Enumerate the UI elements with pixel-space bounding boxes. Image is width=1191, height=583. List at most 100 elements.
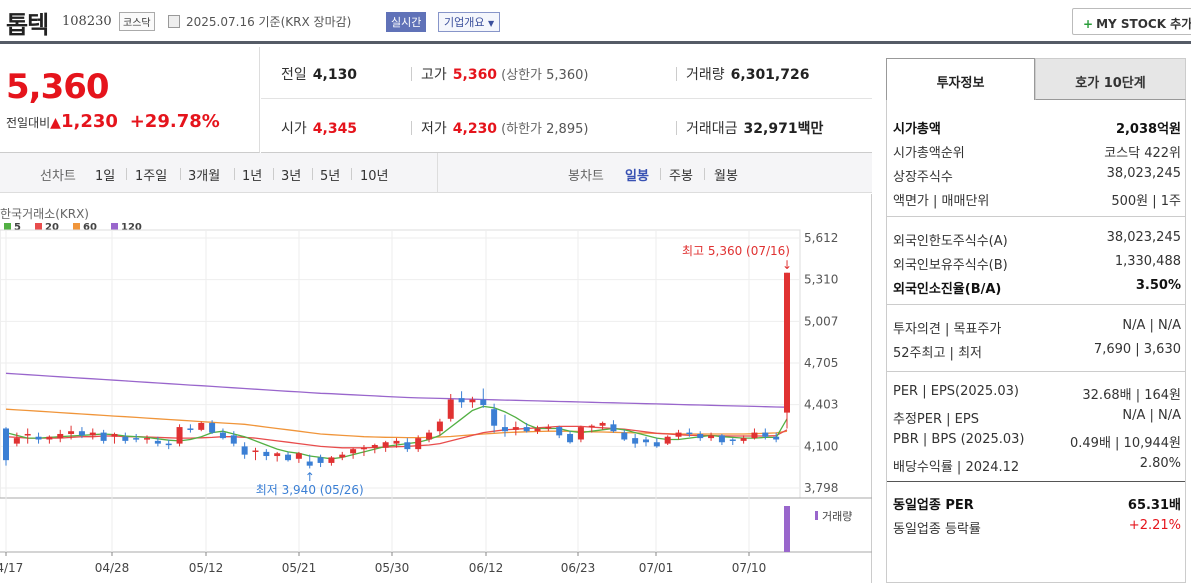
candle-body xyxy=(133,438,140,440)
stock-header: 톱텍 108230 코스닥 2025.07.16 기준(KRX 장마감) 실시간… xyxy=(0,0,1191,44)
x-tick-label: 07/10 xyxy=(732,561,767,575)
y-tick-label: 5,310 xyxy=(804,273,838,287)
info-value: 65.31배 xyxy=(1127,498,1181,513)
price-date: 2025.07.16 기준(KRX 장마감) xyxy=(186,15,352,29)
candle-body xyxy=(371,445,378,448)
x-tick-label: 04/28 xyxy=(95,561,130,575)
candle-body xyxy=(480,399,487,406)
x-tick-label: 05/21 xyxy=(282,561,317,575)
candle-body xyxy=(274,453,281,457)
high-arrow-icon: ↓ xyxy=(782,258,792,272)
info-key: 추정PER | EPS xyxy=(893,412,979,427)
company-info-label: 기업개요 xyxy=(444,16,485,29)
candle-body xyxy=(339,454,346,458)
tab-period-1d[interactable]: 1일 xyxy=(95,169,116,184)
realtime-button[interactable]: 실시간 xyxy=(386,12,427,32)
candle-body xyxy=(577,427,584,440)
info-key: 투자의견 | 목표주가 xyxy=(893,322,1002,337)
low-annotation: 최저 3,940 (05/26) xyxy=(256,483,364,497)
chart-tabs: 선차트 1일 1주일 3개월 1년 3년 5년 10년 봉차트 일봉 주봉 월봉 xyxy=(0,153,872,193)
candle-body xyxy=(567,433,574,443)
candle-body xyxy=(89,432,96,436)
candle-body xyxy=(13,438,20,444)
tab-hoga[interactable]: 호가 10단계 xyxy=(1035,58,1186,100)
candle-body xyxy=(306,461,313,466)
candle-body xyxy=(78,431,85,436)
ma-legend-swatch xyxy=(73,223,80,230)
candle-body xyxy=(176,427,183,444)
info-value: +2.21% xyxy=(1128,518,1181,533)
line-chart-label: 선차트 xyxy=(40,169,76,184)
stat-low: 저가 4,230 (하한가 2,895) xyxy=(421,121,589,137)
tab-period-5y[interactable]: 5년 xyxy=(320,169,341,184)
candle-body xyxy=(588,425,595,428)
tab-period-3y[interactable]: 3년 xyxy=(281,169,302,184)
candle-body xyxy=(415,438,422,450)
candle-body xyxy=(230,435,237,444)
tab-candle-weekly[interactable]: 주봉 xyxy=(669,169,693,184)
candle-body xyxy=(642,439,649,443)
info-key: PBR | BPS (2025.03) xyxy=(893,432,1025,447)
candle-body xyxy=(762,432,769,437)
candle-body xyxy=(144,438,151,440)
invest-info-body: 시가총액 2,038억원 시가총액순위 코스닥 422위 상장주식수 38,023,245… xyxy=(886,100,1186,583)
company-info-dropdown[interactable]: 기업개요 ▼ xyxy=(438,12,501,32)
candle-body xyxy=(697,433,704,439)
candle-body xyxy=(100,432,107,441)
candle-body xyxy=(545,427,552,429)
candle-body xyxy=(610,424,617,432)
stock-name: 톱텍 xyxy=(6,11,49,39)
info-key: 52주최고 | 최저 xyxy=(893,346,982,361)
candle-body xyxy=(241,446,248,455)
info-value: 0.49배 | 10,944원 xyxy=(1070,436,1181,451)
add-mystock-button[interactable]: + MY STOCK 추가 xyxy=(1072,8,1191,35)
volume-bar xyxy=(784,506,790,552)
candle-chart-label: 봉차트 xyxy=(568,169,604,184)
x-tick-label: 04/17 xyxy=(0,561,23,575)
tab-period-10y[interactable]: 10년 xyxy=(360,169,389,184)
add-mystock-label: MY STOCK 추가 xyxy=(1096,17,1191,31)
candle-body xyxy=(523,427,530,432)
change-label: 전일대비 xyxy=(6,116,51,130)
candle-body xyxy=(632,438,639,444)
x-tick-label: 07/01 xyxy=(639,561,674,575)
info-value: 500원 | 1주 xyxy=(1111,194,1181,209)
candle-body xyxy=(46,436,53,440)
candle-body xyxy=(426,432,433,440)
tab-period-1w[interactable]: 1주일 xyxy=(135,169,168,184)
tab-candle-daily[interactable]: 일봉 xyxy=(625,169,649,184)
chevron-down-icon: ▼ xyxy=(487,19,495,28)
plot-border xyxy=(0,229,801,499)
info-key: 액면가 | 매매단위 xyxy=(893,194,990,209)
info-key: PER | EPS(2025.03) xyxy=(893,384,1019,399)
info-value: N/A | N/A xyxy=(1122,318,1181,333)
ma120-line xyxy=(5,372,788,408)
tab-candle-monthly[interactable]: 월봉 xyxy=(714,169,738,184)
tab-period-1y[interactable]: 1년 xyxy=(242,169,263,184)
candle-body xyxy=(621,432,628,440)
candle-body xyxy=(382,442,389,448)
stat-prev: 전일 4,130 xyxy=(281,67,358,83)
y-tick-label: 3,798 xyxy=(804,481,838,495)
candle-body xyxy=(263,451,270,457)
market-badge: 코스닥 xyxy=(119,12,155,31)
candle-body xyxy=(328,457,335,463)
y-tick-label: 5,007 xyxy=(804,314,838,328)
stock-chart[interactable]: 한국거래소(KRX)5 20 60 120 5,612 5,310 5,007 4,705 4,… xyxy=(0,194,872,583)
tab-invest-info[interactable]: 투자정보 xyxy=(886,58,1035,100)
info-value: 38,023,245 xyxy=(1106,230,1181,245)
candle-body xyxy=(295,453,302,459)
info-value: 2.80% xyxy=(1139,456,1181,471)
info-value: 2,038억원 xyxy=(1115,122,1181,137)
tab-period-3m[interactable]: 3개월 xyxy=(188,169,221,184)
candle-body xyxy=(512,427,519,430)
candle-body xyxy=(187,428,194,430)
candle-body xyxy=(447,399,454,419)
candle-body xyxy=(718,435,725,443)
price-box: 5,360 전일대비▲1,230 +29.78% xyxy=(0,47,260,153)
info-key: 동일업종 등락률 xyxy=(893,522,981,537)
ma-legend-label: 120 xyxy=(121,222,142,233)
y-tick-label: 4,100 xyxy=(804,439,838,453)
candle-body xyxy=(404,442,411,450)
candle-body xyxy=(436,421,443,432)
